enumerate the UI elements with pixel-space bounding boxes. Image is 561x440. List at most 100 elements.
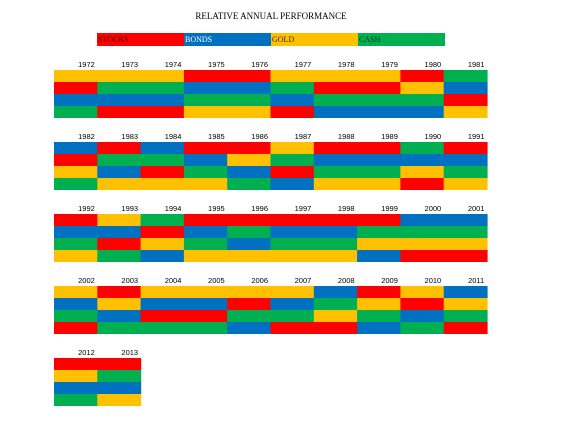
rank-cell-1986-3 [227,166,272,178]
rank-cell-1977-1 [270,70,315,82]
rank-cell-1987-1 [270,142,315,154]
rank-cell-1998-4 [313,250,358,262]
rank-cell-2003-2 [97,298,142,310]
rank-cell-1976-1 [227,70,272,82]
rank-cell-1978-1 [313,70,358,82]
rank-cell-1985-3 [183,166,228,178]
rank-cell-1975-1 [183,70,228,82]
rank-cell-2009-3 [357,310,401,322]
rank-cell-1994-3 [140,238,185,250]
year-label: 2003 [121,276,138,285]
year-block-1976: 1976 [227,60,272,118]
year-label: 1973 [121,60,138,69]
rank-cell-2011-3 [443,310,488,322]
year-label: 2005 [208,276,225,285]
year-block-1996: 1996 [227,204,272,262]
rank-cell-1978-2 [313,82,358,94]
legend-label-stocks: STOCKS [98,35,129,44]
rank-cell-1972-2 [54,82,98,94]
year-block-1993: 1993 [97,204,142,262]
rank-cell-1974-2 [140,82,185,94]
year-block-1998: 1998 [313,204,358,262]
rank-cell-1999-2 [357,226,401,238]
year-label: 1981 [468,60,485,69]
rank-cell-1981-1 [443,70,488,82]
rank-cell-1994-1 [140,214,185,226]
rank-cell-2012-1 [54,358,98,370]
rank-cell-2010-2 [400,298,445,310]
rank-cell-1981-4 [443,106,488,118]
rank-cell-1997-2 [270,226,315,238]
rank-cell-2010-1 [400,286,445,298]
rank-cell-1974-4 [140,106,185,118]
rank-cell-2013-3 [97,382,142,394]
chart-title: RELATIVE ANNUAL PERFORMANCE [195,11,347,21]
year-block-1977: 1977 [270,60,315,118]
rank-cell-2000-2 [400,226,445,238]
rank-cell-1974-1 [140,70,185,82]
year-block-2005: 2005 [183,276,228,334]
year-block-1988: 1988 [313,132,358,190]
rank-cell-2000-3 [400,238,445,250]
rank-cell-2003-1 [97,286,142,298]
rank-cell-2009-4 [357,322,401,334]
year-block-1972: 1972 [54,60,98,118]
rank-cell-2013-1 [97,358,142,370]
year-label: 1990 [425,132,442,141]
rank-cell-1999-4 [357,250,401,262]
year-label: 1972 [78,60,95,69]
rank-cell-1994-2 [140,226,185,238]
rank-cell-2001-4 [443,250,488,262]
year-label: 2012 [78,348,95,357]
rank-cell-1996-1 [227,214,272,226]
rank-cell-1991-4 [443,178,488,190]
rank-cell-1982-4 [54,178,98,190]
year-block-1997: 1997 [270,204,315,262]
year-blocks: 1972 1973 1974 1975 1976 1977 1978 1979 1980 1981… [54,60,488,406]
rank-cell-1973-4 [97,106,142,118]
rank-cell-1996-3 [227,238,272,250]
year-block-1990: 1990 [400,132,445,190]
rank-cell-2002-2 [54,298,98,310]
legend-bar: STOCKS BONDS GOLD CASH [97,33,445,46]
rank-cell-1993-3 [97,238,142,250]
rank-cell-1993-4 [97,250,142,262]
rank-cell-1972-4 [54,106,98,118]
rank-cell-2005-3 [183,310,228,322]
rank-cell-1983-3 [97,166,142,178]
rank-cell-1989-3 [357,166,401,178]
rank-cell-1993-1 [97,214,142,226]
rank-cell-1997-1 [270,214,315,226]
year-label: 1994 [165,204,182,213]
year-label: 1977 [295,60,312,69]
year-block-1980: 1980 [400,60,445,118]
rank-cell-2004-1 [140,286,185,298]
rank-cell-1973-3 [97,94,142,106]
year-block-1978: 1978 [313,60,358,118]
year-block-2008: 2008 [313,276,358,334]
rank-cell-2006-4 [227,322,272,334]
year-block-1992: 1992 [54,204,98,262]
year-block-1987: 1987 [270,132,315,190]
year-block-1973: 1973 [97,60,142,118]
rank-cell-1992-3 [54,238,98,250]
rank-cell-2007-1 [270,286,315,298]
rank-cell-2013-4 [97,394,142,406]
rank-cell-1989-1 [357,142,401,154]
year-label: 2010 [425,276,442,285]
legend-label-cash: CASH [359,35,381,44]
rank-cell-2002-1 [54,286,98,298]
rank-cell-1980-3 [400,94,445,106]
rank-cell-2011-2 [443,298,488,310]
year-block-1994: 1994 [140,204,185,262]
year-label: 2000 [425,204,442,213]
rank-cell-1984-2 [140,154,185,166]
rank-cell-1979-3 [357,94,401,106]
rank-cell-2012-4 [54,394,98,406]
rank-cell-2003-3 [97,310,142,322]
year-block-1995: 1995 [183,204,228,262]
year-block-1979: 1979 [357,60,401,118]
year-label: 2011 [468,276,484,285]
rank-cell-1994-4 [140,250,185,262]
rank-cell-1999-3 [357,238,401,250]
